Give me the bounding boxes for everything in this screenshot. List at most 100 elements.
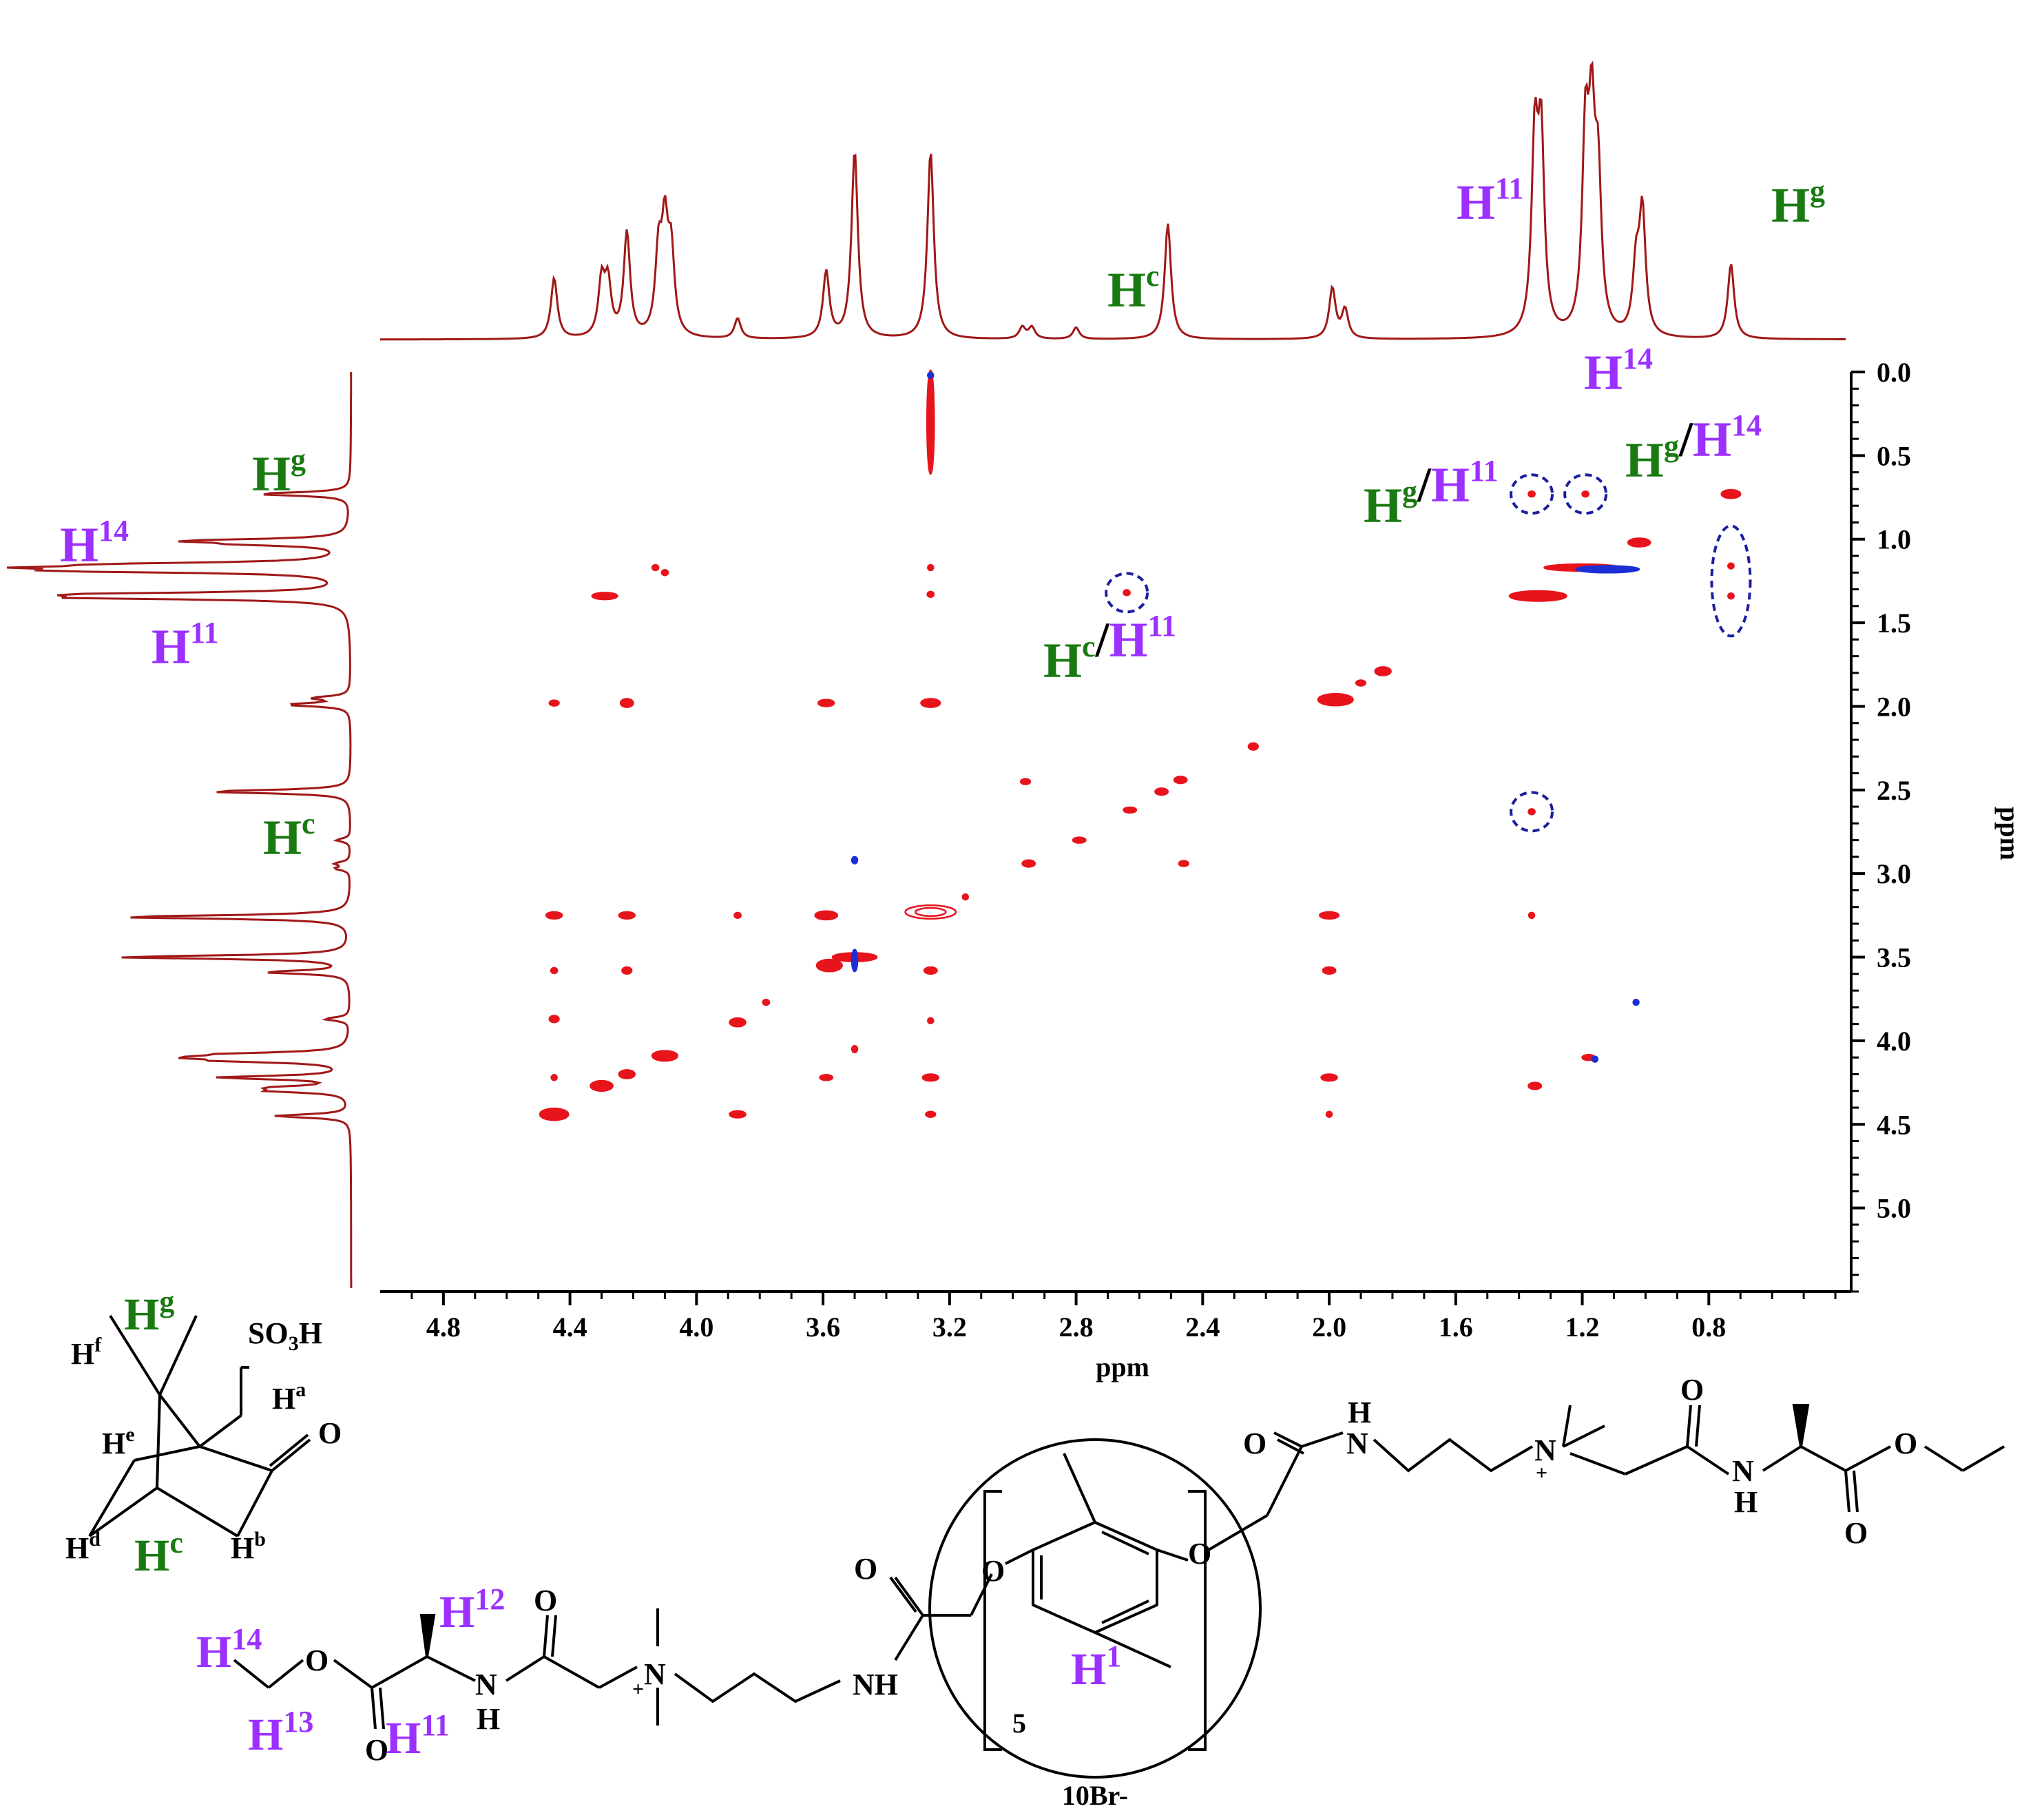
x-tick-label: 2.8 bbox=[1059, 1312, 1094, 1343]
cross-peak bbox=[1527, 911, 1536, 920]
cross-peak bbox=[926, 369, 935, 475]
y-axis-ticks: 0.0 0.5 1.0 1.5 2.0 2.5 3.0 3.5 4.0 4.5 5.0 bbox=[1851, 357, 1911, 1293]
svg-text:+: + bbox=[1536, 1462, 1547, 1484]
contour-ring bbox=[1508, 590, 1567, 602]
svg-text:H14: H14 bbox=[196, 1622, 262, 1677]
peak-annotation: H11 bbox=[1457, 172, 1524, 230]
cross-peak bbox=[927, 563, 935, 572]
svg-text:O: O bbox=[1188, 1537, 1211, 1571]
svg-text:H12: H12 bbox=[439, 1582, 505, 1637]
y-tick-label: 1.0 bbox=[1877, 524, 1911, 555]
svg-text:O: O bbox=[365, 1733, 388, 1767]
plot-area: 4.8 4.4 4.0 3.6 3.2 2.8 2.4 2.0 1.6 1.2 0.8 0.0 0.5… bbox=[380, 357, 2025, 1382]
peak-annotation: Hc bbox=[1107, 259, 1160, 318]
cross-peak bbox=[814, 910, 839, 921]
contour-ring bbox=[814, 910, 839, 921]
cross-peak bbox=[1178, 860, 1189, 867]
cross-peak bbox=[1581, 490, 1589, 498]
contour-ring bbox=[545, 911, 563, 920]
cross-peak bbox=[1319, 911, 1340, 920]
cross-peaks bbox=[539, 369, 1742, 1121]
cross-peak bbox=[1727, 562, 1735, 570]
cross-peak bbox=[1355, 679, 1367, 687]
contour-ring bbox=[1325, 1110, 1333, 1118]
dashed-highlight-circle bbox=[1105, 572, 1149, 614]
svg-text:H: H bbox=[1348, 1396, 1371, 1429]
contour-ring bbox=[762, 998, 771, 1006]
contour-ring bbox=[961, 893, 970, 901]
top-1d-spectrum bbox=[380, 61, 1846, 341]
svg-text:O: O bbox=[1844, 1516, 1868, 1550]
contour-ring bbox=[651, 563, 660, 572]
peak-annotation: Hg/H11 bbox=[1364, 454, 1499, 533]
left-1d-spectrum bbox=[6, 372, 353, 1288]
svg-text:O: O bbox=[1680, 1373, 1704, 1407]
svg-text:N: N bbox=[1534, 1433, 1556, 1467]
cross-peak bbox=[926, 590, 935, 599]
x-tick-label: 3.6 bbox=[806, 1312, 840, 1343]
cross-peak bbox=[590, 1079, 614, 1092]
contour-ring bbox=[927, 371, 935, 380]
svg-text:10Br-: 10Br- bbox=[1062, 1780, 1128, 1811]
contour-ring bbox=[927, 563, 935, 572]
cross-peak bbox=[1720, 488, 1742, 499]
y-tick-label: 0.5 bbox=[1877, 440, 1911, 471]
cross-peak bbox=[1320, 1073, 1338, 1082]
cross-peak bbox=[1508, 590, 1567, 602]
contour-ring bbox=[926, 590, 935, 599]
cross-peak bbox=[1527, 808, 1536, 816]
y-tick-label: 4.0 bbox=[1877, 1026, 1911, 1057]
contour-ring bbox=[817, 698, 835, 707]
cross-peak bbox=[1627, 537, 1651, 548]
contour-ring bbox=[651, 1050, 679, 1062]
dashed-highlight-circle bbox=[1563, 473, 1608, 515]
svg-text:O: O bbox=[1894, 1427, 1917, 1460]
svg-text:H11: H11 bbox=[386, 1708, 450, 1763]
cross-peak bbox=[815, 958, 843, 973]
y-axis-title: ppm bbox=[1994, 807, 2025, 860]
cross-peak bbox=[1374, 666, 1392, 676]
svg-text:Hf: Hf bbox=[71, 1334, 102, 1371]
y-tick-label: 1.5 bbox=[1877, 608, 1911, 639]
cross-peak bbox=[1727, 592, 1735, 600]
contour-ring bbox=[621, 966, 633, 975]
y-tick-label: 5.0 bbox=[1877, 1193, 1911, 1224]
cross-peak bbox=[961, 893, 970, 901]
y-tick-label: 2.0 bbox=[1877, 691, 1911, 722]
svg-text:NH: NH bbox=[853, 1668, 898, 1701]
contour-ring bbox=[1527, 1081, 1543, 1090]
cross-peak bbox=[1527, 1081, 1543, 1090]
x-tick-label: 2.4 bbox=[1185, 1312, 1220, 1343]
svg-text:O: O bbox=[981, 1554, 1005, 1588]
x-axis-title: ppm bbox=[1096, 1351, 1149, 1382]
contour-ring bbox=[1322, 966, 1337, 975]
y-tick-label: 4.5 bbox=[1877, 1109, 1911, 1140]
contour-ring bbox=[1727, 592, 1735, 600]
cross-peak bbox=[1154, 787, 1169, 796]
svg-text:Hg: Hg bbox=[124, 1285, 174, 1340]
cross-peak bbox=[651, 563, 660, 572]
contour-ring bbox=[927, 1017, 935, 1025]
cross-peak bbox=[550, 966, 559, 975]
cross-peak bbox=[651, 1050, 679, 1062]
cross-peak bbox=[729, 1110, 747, 1119]
x-tick-label: 2.0 bbox=[1312, 1312, 1346, 1343]
cross-peak bbox=[1123, 806, 1138, 814]
svg-text:H1: H1 bbox=[1071, 1639, 1121, 1695]
svg-text:He: He bbox=[102, 1423, 135, 1460]
cross-peak bbox=[550, 1074, 558, 1081]
contour-ring bbox=[920, 698, 941, 708]
svg-text:O: O bbox=[1243, 1427, 1266, 1460]
cross-peak bbox=[1019, 778, 1032, 785]
contour-ring bbox=[619, 698, 634, 708]
svg-text:+: + bbox=[632, 1678, 644, 1701]
pillararene-structure bbox=[889, 1404, 2005, 1779]
contour-ring bbox=[618, 911, 636, 920]
svg-text:Ha: Ha bbox=[272, 1378, 306, 1416]
contour-ring bbox=[1021, 859, 1036, 868]
contour-ring bbox=[1355, 679, 1367, 687]
cross-peak bbox=[923, 966, 938, 975]
contour-ring bbox=[819, 1074, 834, 1081]
contour-ring bbox=[590, 1079, 614, 1092]
contour-ring bbox=[1247, 742, 1259, 751]
